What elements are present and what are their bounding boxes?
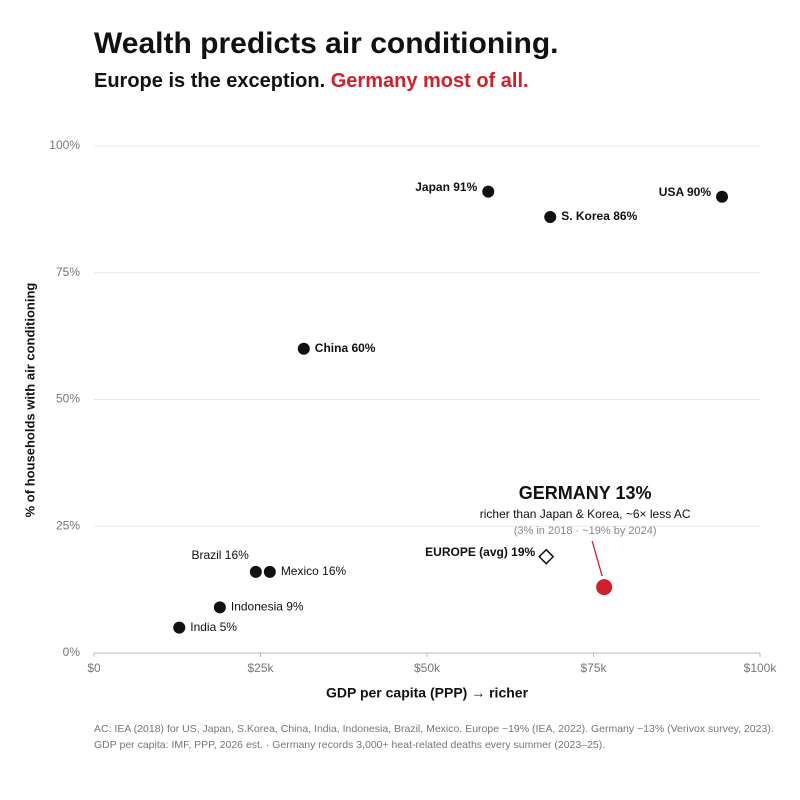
x-tick-label: $50k bbox=[414, 661, 441, 675]
point bbox=[173, 621, 186, 634]
y-tick-label: 25% bbox=[56, 518, 80, 532]
x-tick-label: $25k bbox=[247, 661, 274, 675]
point bbox=[538, 548, 555, 565]
point-label: China 60% bbox=[315, 341, 376, 355]
x-tick-label: $75k bbox=[580, 661, 607, 675]
point bbox=[297, 342, 310, 355]
point-label: Brazil 16% bbox=[191, 548, 249, 562]
point-label: Japan 91% bbox=[415, 180, 477, 194]
y-axis-label: % of households with air conditioning bbox=[22, 283, 37, 518]
point-label: S. Korea 86% bbox=[561, 209, 637, 223]
annotation: richer than Japan & Korea, ~6× less AC bbox=[480, 507, 691, 521]
y-tick-label: 75% bbox=[56, 265, 80, 279]
subtitle-part: Germany most of all. bbox=[325, 70, 528, 92]
chart-title: Wealth predicts air conditioning. bbox=[94, 27, 559, 60]
y-tick-label: 100% bbox=[49, 138, 80, 152]
point-label: EUROPE (avg) 19% bbox=[425, 545, 535, 559]
subtitle-part: Europe is the exception. bbox=[94, 70, 325, 92]
y-tick-label: 50% bbox=[56, 392, 80, 406]
x-tick-label: $0 bbox=[87, 661, 101, 675]
point-label: GERMANY 13% bbox=[519, 483, 652, 503]
point bbox=[716, 190, 729, 203]
footnote: AC: IEA (2018) for US, Japan, S.Korea, C… bbox=[94, 723, 774, 735]
point-label: USA 90% bbox=[659, 185, 712, 199]
point bbox=[482, 185, 495, 198]
y-tick-label: 0% bbox=[63, 645, 81, 659]
point bbox=[544, 210, 557, 223]
annotation: (3% in 2018 · ~19% by 2024) bbox=[514, 525, 657, 537]
footnote: GDP per capita: IMF, PPP, 2026 est. · Ge… bbox=[94, 739, 605, 751]
point-label: Mexico 16% bbox=[281, 564, 347, 578]
point bbox=[596, 579, 613, 596]
point-label: Indonesia 9% bbox=[231, 600, 304, 614]
x-tick-label: $100k bbox=[744, 661, 778, 675]
x-axis-label: GDP per capita (PPP) → richer bbox=[326, 685, 529, 701]
point bbox=[263, 565, 276, 578]
point bbox=[249, 565, 262, 578]
point bbox=[213, 601, 226, 614]
chart-subtitle: Europe is the exception. Germany most of… bbox=[94, 70, 529, 92]
point-label: India 5% bbox=[190, 620, 237, 634]
arrow bbox=[591, 540, 603, 577]
